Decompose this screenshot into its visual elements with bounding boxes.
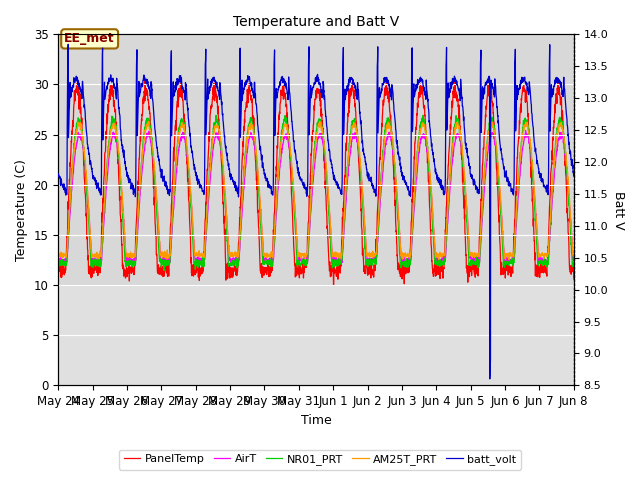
PanelTemp <box>570 276 578 282</box>
Legend: PanelTemp, AirT, NR01_PRT, AM25T_PRT, batt_volt: PanelTemp, AirT, NR01_PRT, AM25T_PRT, ba… <box>119 450 521 469</box>
AM25T_PRT <box>54 252 62 257</box>
batt_volt <box>331 178 339 183</box>
AirT <box>525 137 532 143</box>
Y-axis label: Temperature (C): Temperature (C) <box>15 159 28 261</box>
AirT <box>342 199 350 205</box>
batt_volt <box>525 92 532 97</box>
AM25T_PRT <box>540 253 547 259</box>
batt_volt <box>342 91 350 97</box>
Text: EE_met: EE_met <box>65 32 115 45</box>
batt_volt <box>466 166 474 171</box>
Line: AM25T_PRT: AM25T_PRT <box>58 121 574 260</box>
Line: batt_volt: batt_volt <box>58 44 574 379</box>
PanelTemp <box>540 270 547 276</box>
batt_volt <box>570 173 578 179</box>
NR01_PRT <box>198 260 206 266</box>
NR01_PRT <box>466 263 474 268</box>
Line: PanelTemp: PanelTemp <box>58 80 574 285</box>
AirT <box>540 259 547 264</box>
batt_volt <box>54 172 62 178</box>
AM25T_PRT <box>435 257 442 263</box>
PanelTemp <box>54 266 62 272</box>
X-axis label: Time: Time <box>301 414 332 427</box>
AirT <box>466 251 474 257</box>
batt_volt <box>540 178 547 184</box>
PanelTemp <box>141 77 149 83</box>
PanelTemp <box>466 269 474 275</box>
AirT <box>570 258 578 264</box>
AirT <box>198 260 206 266</box>
Line: NR01_PRT: NR01_PRT <box>58 115 574 270</box>
AM25T_PRT <box>198 252 206 258</box>
Bar <box>58 84 574 185</box>
AM25T_PRT <box>570 252 578 257</box>
AirT <box>522 128 529 133</box>
batt_volt <box>65 41 72 47</box>
Line: AirT: AirT <box>58 131 574 265</box>
batt_volt <box>486 376 493 382</box>
AirT <box>331 255 339 261</box>
PanelTemp <box>525 126 532 132</box>
AM25T_PRT <box>331 252 339 257</box>
Bar <box>58 185 574 285</box>
batt_volt <box>198 188 206 194</box>
AirT <box>60 263 68 268</box>
NR01_PRT <box>570 258 578 264</box>
AirT <box>54 261 62 266</box>
NR01_PRT <box>419 112 427 118</box>
AM25T_PRT <box>316 119 324 124</box>
NR01_PRT <box>160 267 168 273</box>
NR01_PRT <box>54 260 62 266</box>
AM25T_PRT <box>525 130 532 135</box>
PanelTemp <box>330 282 337 288</box>
NR01_PRT <box>525 132 532 137</box>
PanelTemp <box>198 263 206 268</box>
NR01_PRT <box>342 188 350 194</box>
AM25T_PRT <box>466 253 474 259</box>
Bar <box>58 0 574 84</box>
PanelTemp <box>342 140 350 146</box>
Y-axis label: Batt V: Batt V <box>612 191 625 229</box>
NR01_PRT <box>331 261 339 267</box>
NR01_PRT <box>540 260 547 266</box>
AM25T_PRT <box>342 186 350 192</box>
PanelTemp <box>331 268 339 274</box>
Bar <box>58 285 574 385</box>
Title: Temperature and Batt V: Temperature and Batt V <box>233 15 399 29</box>
